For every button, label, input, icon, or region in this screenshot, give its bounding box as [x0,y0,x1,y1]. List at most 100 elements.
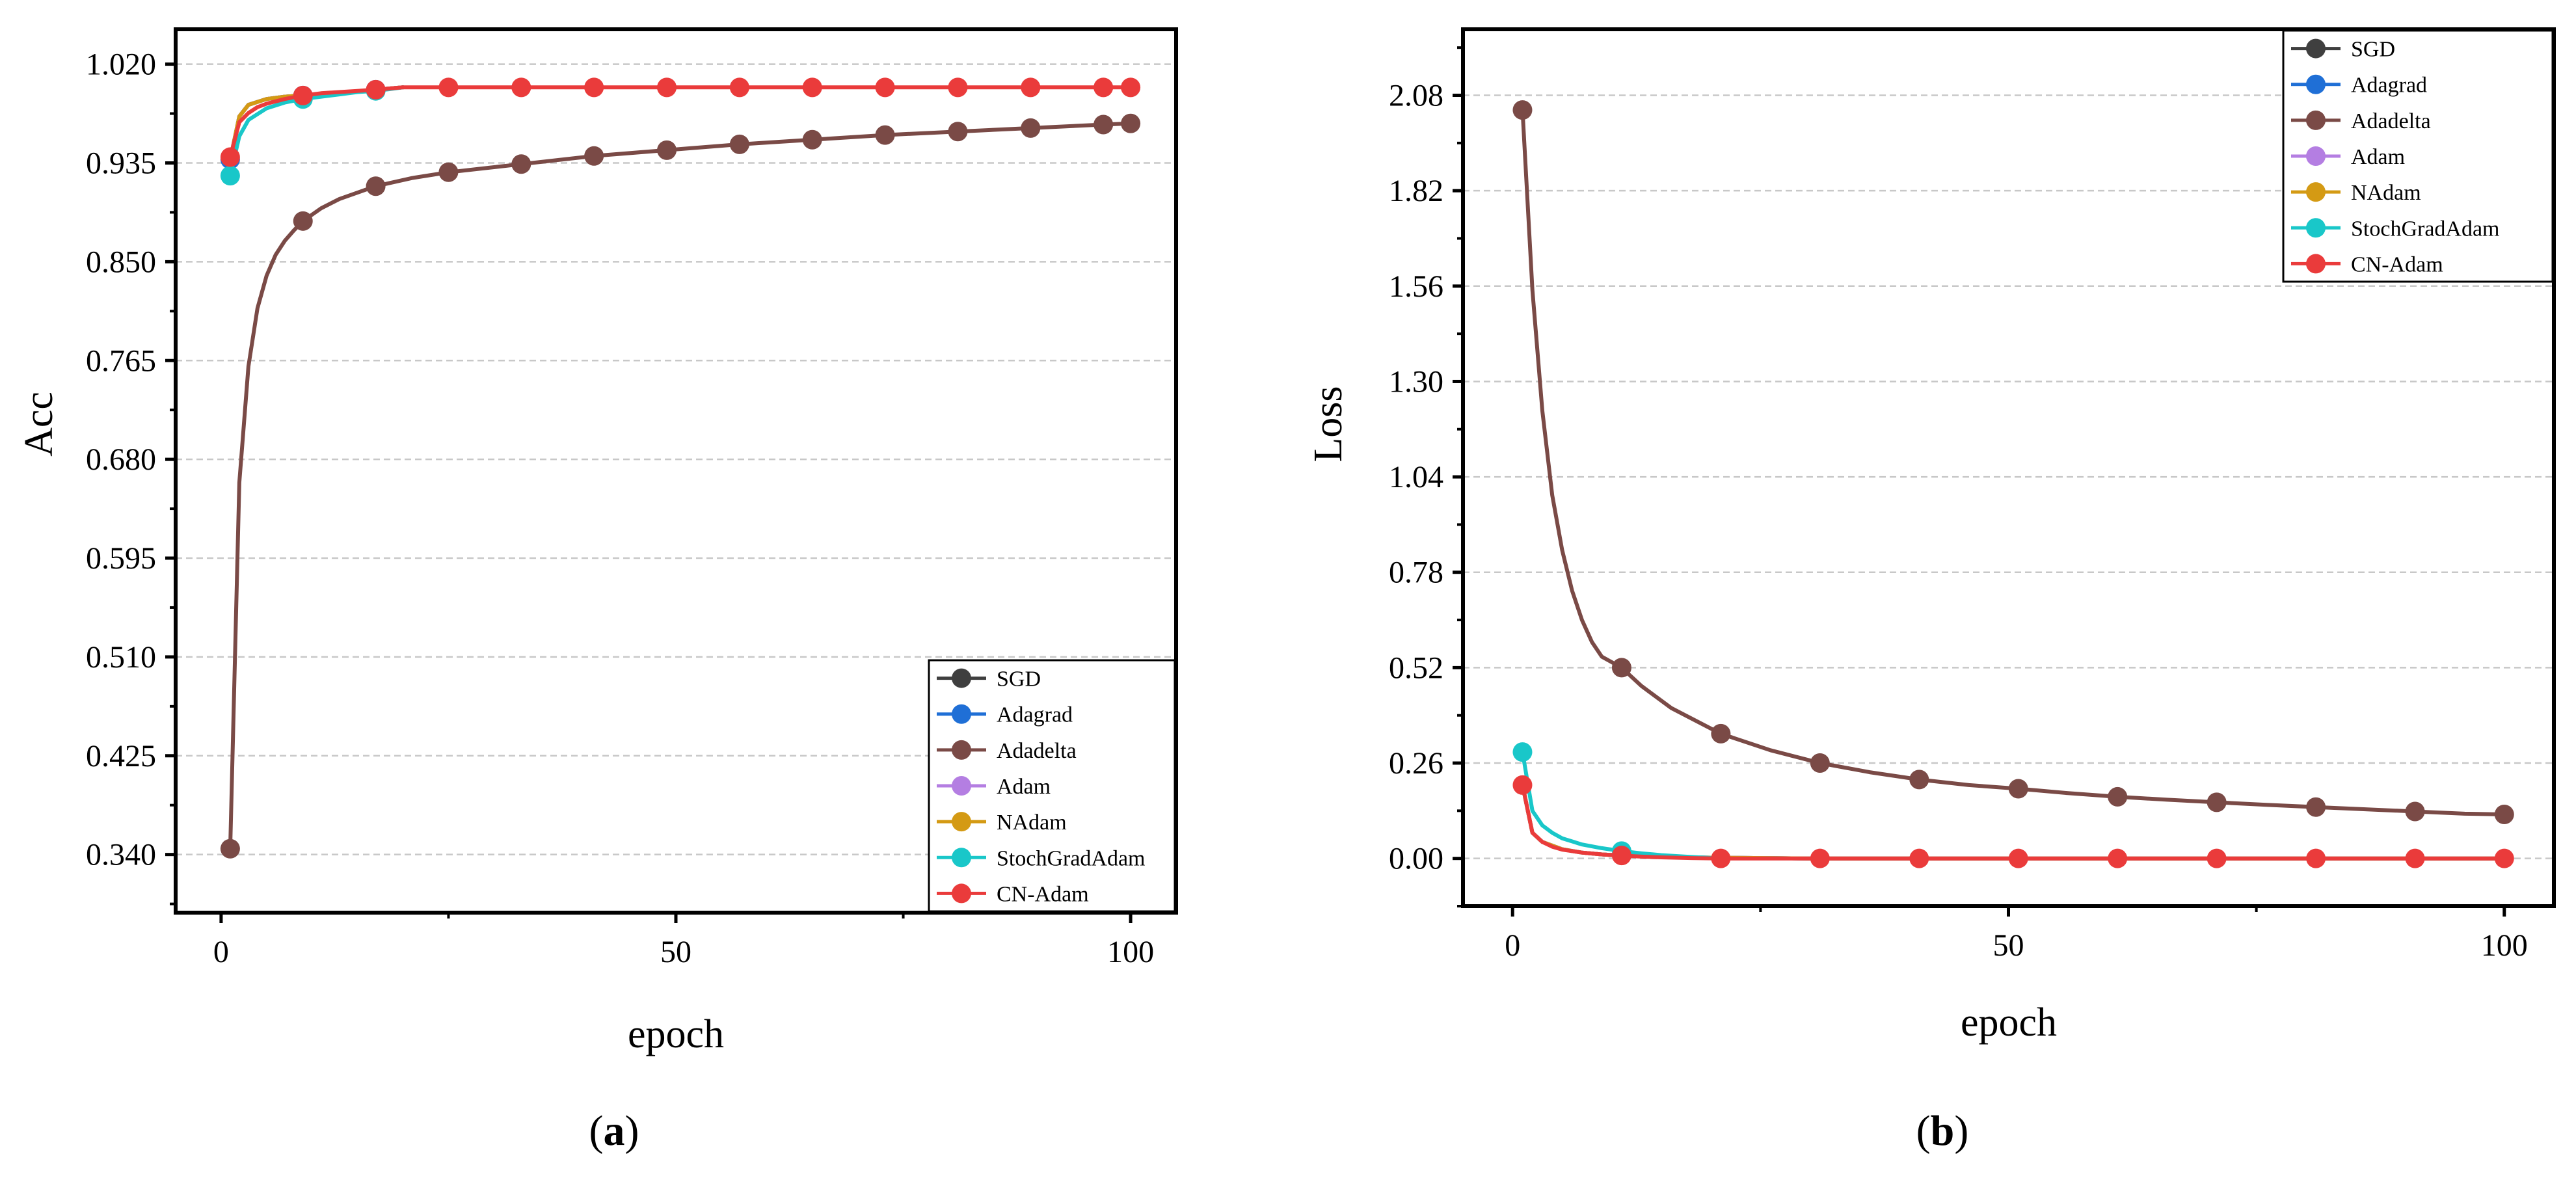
loss-ticks: 0.00 0.26 0.52 0.78 1.04 1.30 1.56 1.82 2.08 0 50 1… [1389,46,2528,963]
loss-legend-marker-adam [2306,146,2326,166]
acc-series-line-cn-adam [228,85,1133,159]
acc-point-cn-adam [729,77,749,98]
accuracy-series [220,77,1141,859]
acc-legend-marker-sgd [952,668,971,688]
acc-point-cn-adam [802,77,822,98]
acc-series-line-adadelta [228,121,1133,851]
loss-y-tick-label: 1.82 [1389,174,1443,208]
panel-a-paren-open: ( [589,1107,604,1155]
acc-point-adadelta [729,134,749,154]
loss-point-cn-adam [1611,846,1631,866]
acc-legend-label-sgd: SGD [997,667,1041,691]
acc-x-tick-label: 50 [660,935,691,969]
acc-point-stochgradadam [220,166,240,186]
loss-point-adadelta [1711,723,1731,744]
acc-legend-label-nadam: NAdam [997,811,1067,835]
loss-legend-label-cn-adam: CN-Adam [2351,252,2443,276]
accuracy-ticks: 0.340 0.425 0.510 0.595 0.680 0.765 0.850 0.935… [86,47,1154,969]
loss-x-axis-title: epoch [1961,1000,2057,1045]
acc-point-adadelta [438,162,459,182]
acc-point-cn-adam [511,77,531,98]
loss-point-cn-adam [1512,775,1533,795]
loss-point-adadelta [1611,658,1631,678]
loss-legend-label-nadam: NAdam [2351,181,2421,205]
acc-point-cn-adam [875,77,895,98]
loss-point-stochgradadam [1512,742,1533,762]
acc-point-adadelta [948,122,968,142]
loss-legend-marker-stochgradadam [2306,218,2326,238]
loss-point-adadelta [1512,100,1533,120]
loss-y-tick-label: 0.00 [1389,842,1443,876]
loss-point-cn-adam [2207,848,2227,868]
loss-point-cn-adam [1909,848,1929,868]
loss-y-tick-label: 1.30 [1389,364,1443,399]
acc-point-cn-adam [948,77,968,98]
panel-b-paren-open: ( [1916,1107,1931,1155]
panel-a-paren-close: ) [625,1107,639,1155]
acc-legend-label-adagrad: Adagrad [997,703,1073,727]
loss-legend-marker-sgd [2306,38,2326,59]
acc-y-tick-label: 0.340 [86,838,156,872]
acc-point-adadelta [1093,114,1114,135]
loss-y-tick-label: 1.04 [1389,460,1443,494]
acc-point-adadelta [366,176,386,196]
panel-b-paren-close: ) [1954,1107,1968,1155]
acc-point-adadelta [293,211,313,231]
acc-point-cn-adam [220,147,240,167]
loss-y-tick-label: 0.52 [1389,650,1443,685]
acc-point-adadelta [657,140,677,160]
loss-x-tick-label: 100 [2481,928,2528,963]
acc-point-cn-adam [1121,77,1141,98]
loss-legend-label-adam: Adam [2351,145,2405,169]
acc-y-tick-label: 0.595 [86,541,156,576]
accuracy-x-axis-title: epoch [628,1012,724,1056]
acc-legend-label-adam: Adam [997,775,1051,799]
loss-y-tick-label: 0.78 [1389,556,1443,590]
acc-point-cn-adam [293,85,313,105]
acc-point-cn-adam [438,77,459,98]
loss-legend-marker-adagrad [2306,74,2326,94]
accuracy-legend: SGD Adagrad Adadelta Adam NAdam StochGradAdam… [928,659,1176,913]
acc-point-cn-adam [1093,77,1114,98]
acc-x-tick-label: 100 [1107,935,1154,969]
acc-point-adadelta [511,154,531,174]
acc-legend-label-stochgradadam: StochGradAdam [997,846,1146,870]
accuracy-chart: 0.340 0.425 0.510 0.595 0.680 0.765 0.850 0.935… [17,27,1178,1155]
loss-legend-marker-cn-adam [2306,254,2326,274]
loss-y-tick-label: 0.26 [1389,746,1443,781]
loss-y-axis-title: Loss [1306,386,1350,462]
loss-legend-marker-nadam [2306,182,2326,202]
loss-chart: 0.00 0.26 0.52 0.78 1.04 1.30 1.56 1.82 2.08 0 50 1… [1306,27,2556,1155]
acc-legend-marker-adadelta [952,740,971,760]
loss-point-adadelta [2494,804,2514,824]
loss-point-adadelta [2108,786,2128,807]
loss-series-line-stochgradadam [1520,750,1723,861]
loss-point-cn-adam [2494,848,2514,868]
loss-point-cn-adam [2008,848,2028,868]
acc-legend-label-cn-adam: CN-Adam [997,882,1089,906]
acc-legend-marker-cn-adam [952,883,971,904]
loss-point-adadelta [1810,753,1830,773]
loss-legend-label-adadelta: Adadelta [2351,109,2431,133]
loss-point-adadelta [2008,779,2028,799]
loss-y-tick-label: 2.08 [1389,79,1443,113]
loss-point-cn-adam [2306,848,2326,868]
loss-point-adadelta [2306,797,2326,817]
acc-point-adadelta [802,129,822,150]
accuracy-gridlines [176,63,1176,855]
acc-y-tick-label: 0.680 [86,442,156,477]
acc-point-adadelta [1121,113,1141,133]
loss-legend-label-adagrad: Adagrad [2351,74,2427,98]
loss-legend-marker-adadelta [2306,110,2326,130]
acc-point-cn-adam [1021,77,1041,98]
acc-y-tick-label: 0.765 [86,343,156,378]
loss-point-adadelta [2405,801,2425,822]
accuracy-y-axis-title: Acc [17,392,61,457]
loss-point-cn-adam [1711,848,1731,868]
loss-legend-label-stochgradadam: StochGradAdam [2351,217,2500,241]
loss-x-tick-label: 50 [1993,928,2024,963]
loss-point-adadelta [1909,770,1929,790]
acc-point-cn-adam [657,77,677,98]
acc-legend-label-adadelta: Adadelta [997,739,1077,763]
